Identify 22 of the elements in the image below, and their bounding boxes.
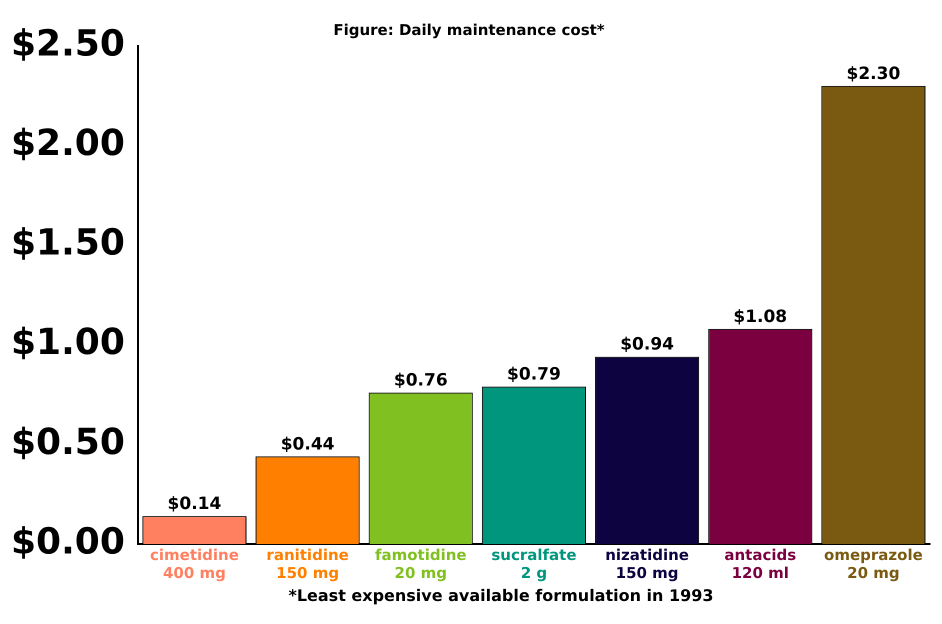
text: *Least expensive available formulation in 1993 bbox=[287, 586, 715, 605]
y-tick-label: $0.50 bbox=[10, 422, 125, 463]
x-tick-label: nizatidine 150 mg bbox=[605, 546, 689, 582]
x-tick-label: famotidine 20 mg bbox=[374, 546, 467, 582]
data-label: $0.79 bbox=[507, 364, 561, 385]
x-tick-label: cimetidine 400 mg bbox=[150, 546, 239, 582]
data-label: $0.76 bbox=[394, 370, 448, 391]
y-tick-label: $2.00 bbox=[10, 122, 125, 164]
x-tick-label: antacids 120 ml bbox=[724, 546, 796, 582]
x-tick-label: ranitidine 150 mg bbox=[266, 546, 349, 582]
data-label: $1.08 bbox=[733, 306, 788, 327]
data-label: $0.44 bbox=[280, 434, 335, 454]
y-tick-label: $2.50 bbox=[10, 23, 125, 64]
x-tick-label: omeprazole 20 mg bbox=[824, 546, 923, 582]
data-label: $0.94 bbox=[620, 334, 674, 355]
y-tick-label: $1.50 bbox=[10, 222, 125, 264]
chart-title: Figure: Daily maintenance cost* bbox=[333, 20, 605, 39]
data-label: $0.14 bbox=[168, 494, 222, 514]
x-tick-label: sucralfate 2 g bbox=[491, 546, 577, 582]
y-tick-label: $1.00 bbox=[10, 322, 125, 364]
data-label: $2.30 bbox=[846, 64, 900, 84]
y-tick-label: $0.00 bbox=[10, 521, 125, 562]
